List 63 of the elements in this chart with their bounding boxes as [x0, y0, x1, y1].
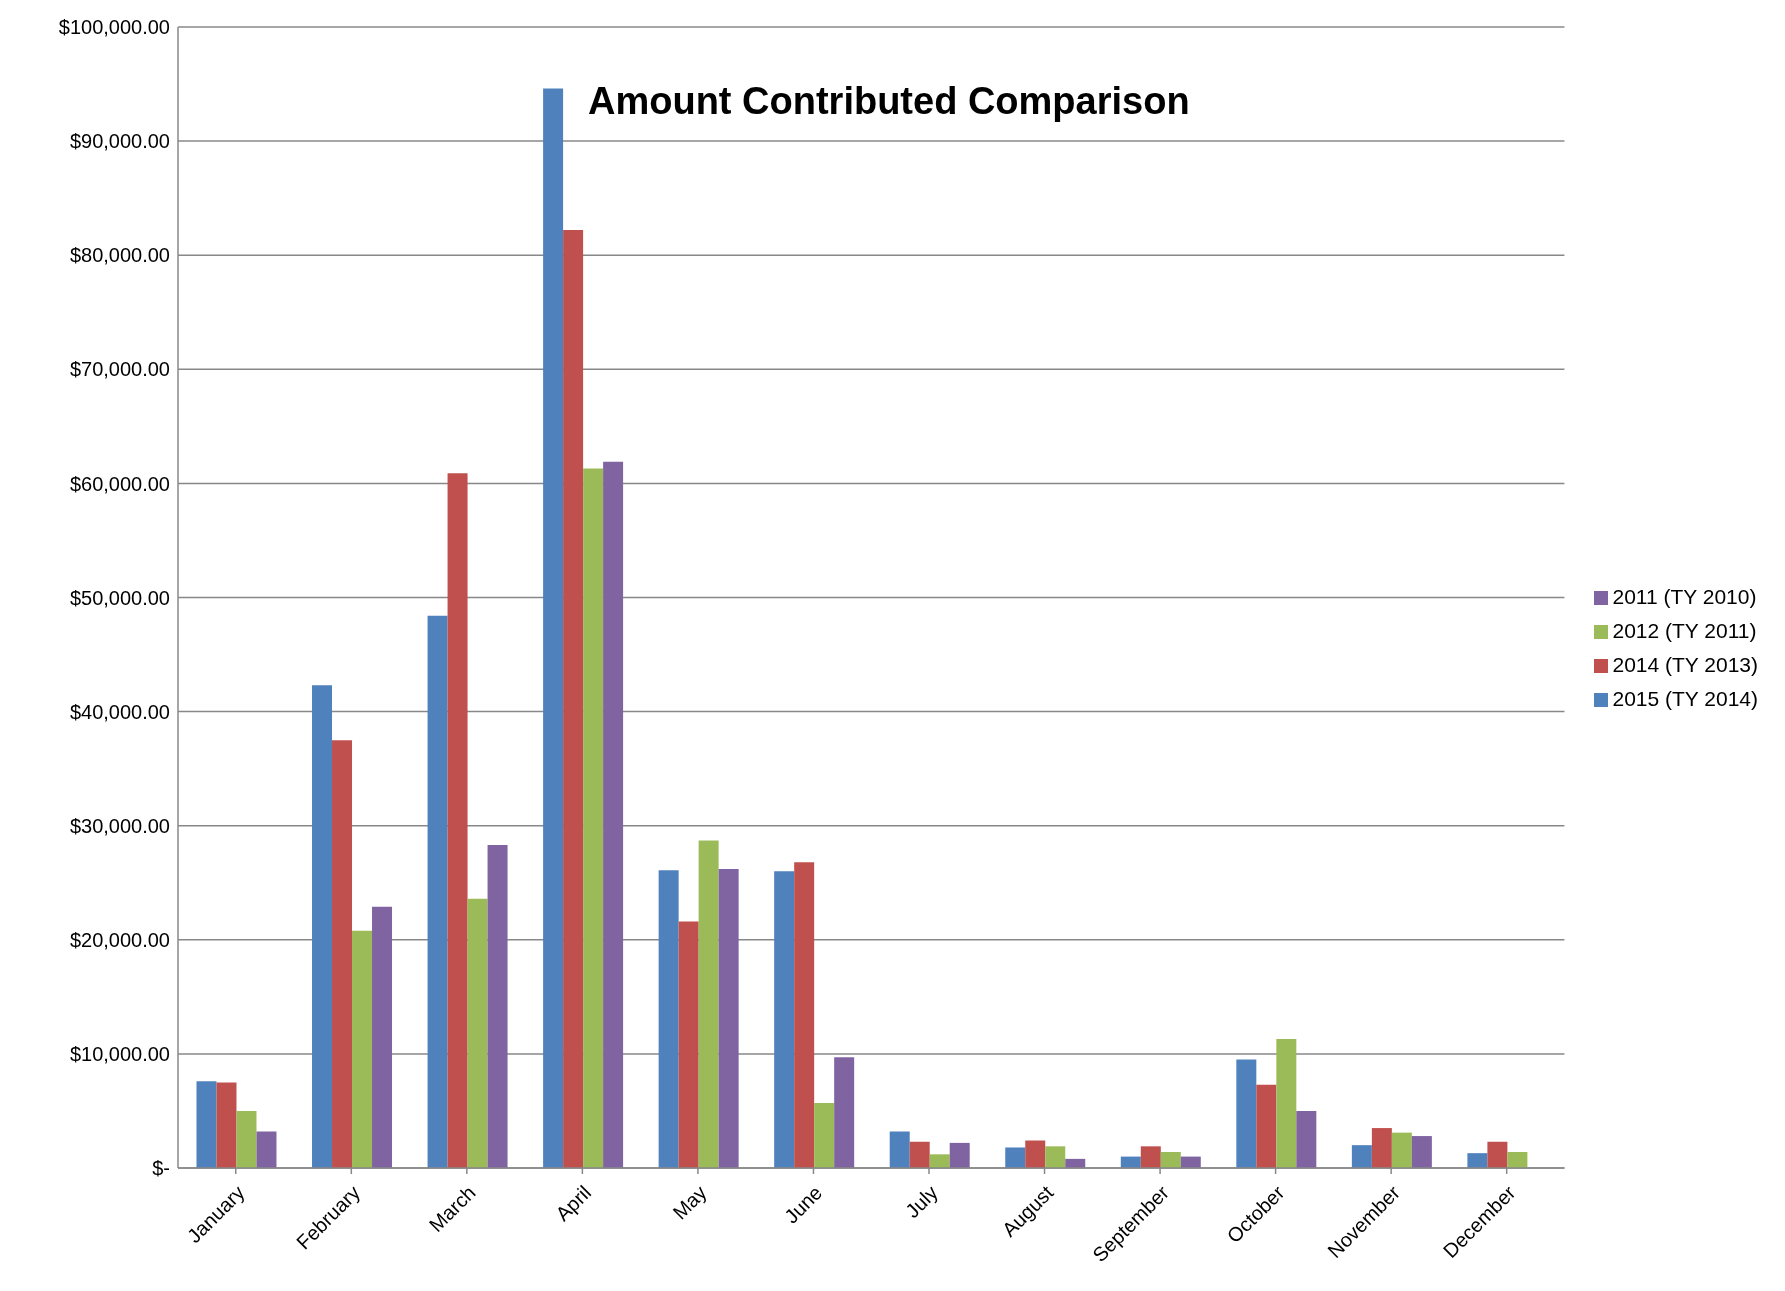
bar [718, 869, 739, 1168]
bar [1005, 1147, 1026, 1168]
bar [814, 1102, 835, 1168]
bar [543, 88, 564, 1168]
y-tick-label: $30,000.00 [69, 814, 170, 837]
bar [909, 1141, 930, 1168]
bar [794, 862, 815, 1168]
y-tick-label: $100,000.00 [58, 16, 170, 39]
bar [1467, 1153, 1488, 1168]
y-tick-label: $90,000.00 [69, 130, 170, 153]
bar [1160, 1152, 1181, 1168]
bar [698, 840, 719, 1168]
bar [372, 906, 393, 1168]
legend-label: 2015 (TY 2014) [1612, 687, 1758, 710]
bar [1140, 1146, 1161, 1168]
bar [1045, 1146, 1066, 1168]
bar [256, 1131, 277, 1168]
bar [1391, 1132, 1412, 1168]
y-tick-label: $70,000.00 [69, 358, 170, 381]
bar [603, 461, 624, 1168]
bar [1507, 1152, 1528, 1168]
y-tick-label: $50,000.00 [69, 586, 170, 609]
y-tick-label: $80,000.00 [69, 244, 170, 267]
bar [1296, 1110, 1317, 1168]
x-tick-label: May [668, 1181, 711, 1224]
y-tick-label: $10,000.00 [69, 1043, 170, 1065]
bar [352, 930, 373, 1168]
bar [929, 1154, 950, 1168]
x-tick-label: June [780, 1181, 827, 1228]
y-tick-label: $20,000.00 [69, 928, 170, 951]
bar [949, 1142, 970, 1168]
legend-label: 2012 (TY 2011) [1612, 619, 1757, 642]
bar [196, 1081, 217, 1168]
y-tick-label: $60,000.00 [69, 472, 170, 495]
bar [467, 898, 488, 1168]
bar [1351, 1145, 1372, 1168]
legend-label: 2014 (TY 2013) [1612, 653, 1758, 676]
bar [332, 740, 353, 1168]
y-tick-label: $40,000.00 [69, 700, 170, 723]
bar [1025, 1140, 1046, 1168]
bar [427, 615, 448, 1168]
text: Amount Contributed Comparison [588, 80, 1190, 123]
legend-label: 2011 (TY 2010) [1612, 585, 1757, 608]
bar [1256, 1084, 1277, 1168]
bar [487, 845, 508, 1168]
bar [1371, 1128, 1392, 1168]
bar [834, 1057, 855, 1168]
x-tick-label: July [901, 1181, 942, 1223]
bar [889, 1131, 910, 1168]
bar [583, 468, 604, 1168]
bar [1276, 1039, 1297, 1168]
bar [447, 473, 468, 1168]
y-tick-label: $- [152, 1157, 170, 1180]
bar [216, 1082, 237, 1168]
bar [774, 871, 795, 1168]
bar [1236, 1059, 1257, 1168]
bar [678, 921, 699, 1168]
bar [1487, 1141, 1508, 1168]
bar [312, 685, 333, 1168]
bar [236, 1110, 257, 1168]
bar [563, 230, 584, 1168]
bar [658, 870, 679, 1168]
bar [1411, 1136, 1432, 1168]
